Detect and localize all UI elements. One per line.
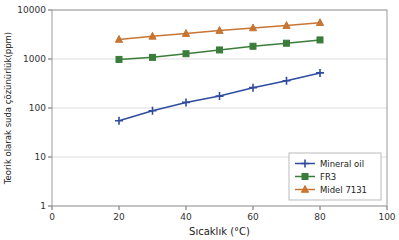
x-tick-label: 40 (180, 212, 192, 222)
legend-label: Mineral oil (320, 159, 364, 169)
series-line (119, 40, 320, 59)
grid-line (52, 108, 387, 109)
chart-container: 1 10 100 1000 10000 0 20 40 60 80 100 Sıcaklık (°C)… (0, 0, 399, 240)
point (216, 92, 224, 100)
point (249, 24, 256, 31)
x-tick (320, 206, 321, 210)
x-tick-label: 80 (314, 212, 326, 222)
point (249, 84, 257, 92)
point (217, 47, 223, 53)
point (150, 54, 156, 60)
y-axis-label: Teorik olarak suda çözünürlük(ppm) (3, 32, 13, 185)
x-tick-label: 20 (113, 212, 125, 222)
point (317, 37, 323, 43)
point (115, 117, 123, 125)
x-tick (253, 206, 254, 210)
y-tick (48, 206, 52, 207)
point (284, 40, 290, 46)
point (115, 36, 122, 43)
point (283, 22, 290, 29)
series-line (119, 23, 320, 40)
point (216, 27, 223, 34)
x-tick (186, 206, 187, 210)
y-tick-label: 1 (40, 201, 46, 211)
y-tick (48, 157, 52, 158)
y-tick (48, 108, 52, 109)
plot-frame (52, 10, 387, 206)
y-tick (48, 59, 52, 60)
point (283, 77, 291, 85)
x-tick (52, 206, 53, 210)
point (316, 19, 323, 26)
y-tick (48, 10, 52, 11)
point (182, 30, 189, 37)
legend-label: Midel 7131 (320, 185, 367, 195)
legend: Mineral oil FR3 Midel 7131 (289, 153, 381, 200)
point (182, 98, 190, 106)
point (183, 51, 189, 57)
x-tick (387, 206, 388, 210)
legend-marker (301, 186, 308, 193)
legend-label: FR3 (320, 172, 336, 182)
x-tick-label: 100 (378, 212, 395, 222)
x-tick-label: 0 (49, 212, 55, 222)
y-tick-label: 10 (35, 152, 47, 162)
x-tick (119, 206, 120, 210)
legend-box (289, 153, 381, 200)
point (149, 32, 156, 39)
legend-marker (302, 174, 308, 180)
chart: 1 10 100 1000 10000 0 20 40 60 80 100 Sıcaklık (°C)… (0, 0, 399, 240)
y-tick-label: 10000 (17, 5, 46, 15)
data-layer (115, 19, 324, 125)
x-tick-label: 60 (247, 212, 259, 222)
x-axis-label: Sıcaklık (°C) (189, 226, 250, 237)
grid-line (52, 59, 387, 60)
point (149, 107, 157, 115)
point (316, 69, 324, 77)
legend-marker (301, 160, 309, 168)
y-tick-label: 100 (29, 103, 46, 113)
y-tick-label: 1000 (23, 54, 46, 64)
plot-area (52, 10, 387, 206)
point (250, 43, 256, 49)
point (116, 56, 122, 62)
series-line (119, 73, 320, 121)
